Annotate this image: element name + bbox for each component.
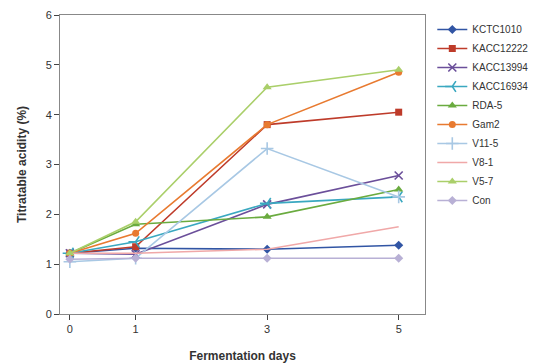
svg-text:0: 0 — [67, 323, 73, 335]
svg-text:3: 3 — [46, 158, 52, 170]
svg-text:KACC12222: KACC12222 — [472, 43, 528, 54]
svg-text:Titratable acidity (%): Titratable acidity (%) — [15, 106, 29, 223]
svg-text:1: 1 — [133, 323, 139, 335]
svg-text:Con: Con — [472, 195, 490, 206]
svg-text:Gam2: Gam2 — [472, 119, 500, 130]
svg-text:V8-1: V8-1 — [472, 157, 494, 168]
svg-text:V11-5: V11-5 — [472, 138, 498, 149]
svg-text:Fermentation days: Fermentation days — [189, 349, 296, 363]
svg-text:3: 3 — [264, 323, 270, 335]
svg-text:KCTC1010: KCTC1010 — [472, 24, 522, 35]
svg-text:0: 0 — [46, 308, 52, 320]
svg-text:5: 5 — [396, 323, 402, 335]
svg-text:RDA-5: RDA-5 — [472, 100, 502, 111]
svg-text:1: 1 — [46, 258, 52, 270]
svg-text:KACC13994: KACC13994 — [472, 62, 528, 73]
svg-text:6: 6 — [46, 9, 52, 21]
svg-text:V5-7: V5-7 — [472, 176, 494, 187]
svg-text:4: 4 — [46, 109, 52, 121]
svg-text:KACC16934: KACC16934 — [472, 81, 528, 92]
svg-text:5: 5 — [46, 59, 52, 71]
svg-text:2: 2 — [46, 208, 52, 220]
